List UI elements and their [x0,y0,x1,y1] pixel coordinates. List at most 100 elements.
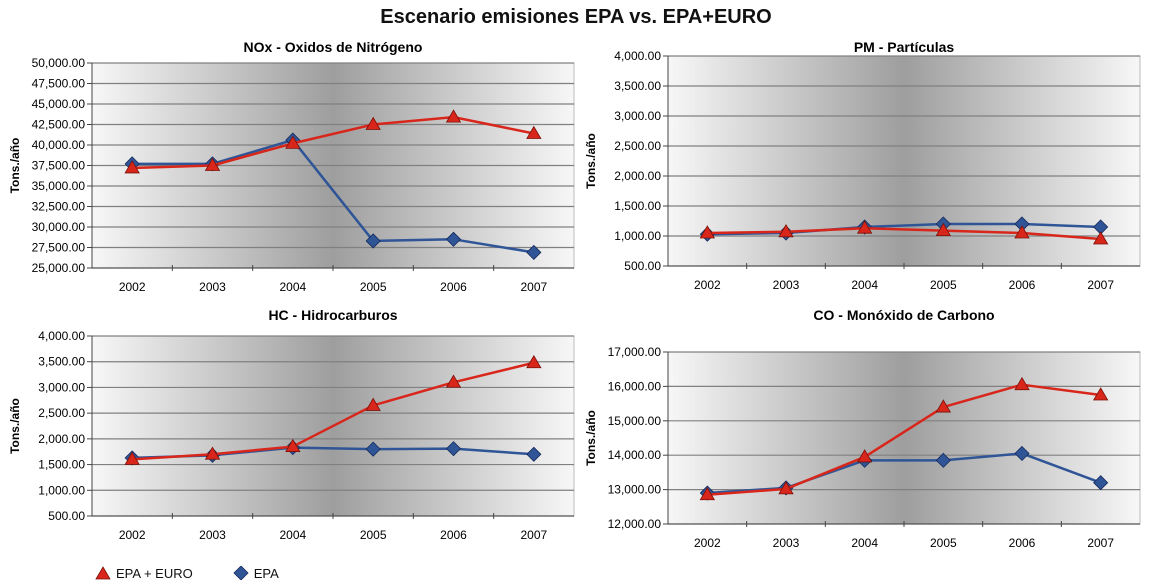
data-point-epa-euro [365,116,381,130]
y-tick-label: 16,000.00 [608,379,662,393]
x-tick-label: 2003 [773,278,800,292]
main-title: Escenario emisiones EPA vs. EPA+EURO [380,6,772,28]
data-point-epa-euro [699,225,716,239]
data-point-epa-euro [699,486,716,501]
data-point-epa [1014,445,1030,462]
data-point-epa-euro [1014,225,1030,239]
data-point-epa-euro [1092,231,1109,245]
y-tick-label: 3,500.00 [614,79,661,93]
y-tick-label: 12,000.00 [608,517,662,531]
data-point-epa-euro [204,446,221,460]
y-axis-label: Tons./año [584,410,598,466]
y-tick-label: 3,000.00 [614,109,661,123]
x-tick-label: 2007 [1087,278,1114,292]
chart-nox: 25,000.00 27,500.00 30,000.00 32,500.00 35,0… [0,36,576,298]
red-triangle-marker-icon [95,566,111,580]
x-tick-label: 2003 [199,280,226,294]
series-line-epa [132,138,535,254]
x-tick-label: 2002 [694,536,721,550]
plot-area [667,351,1141,525]
data-point-epa-euro [526,125,542,139]
data-point-epa-euro [778,481,794,495]
x-tick-label: 2005 [360,280,387,294]
x-tick-label: 2005 [360,528,387,542]
data-point-epa-euro [1014,376,1030,391]
y-axis-label: Tons./año [584,133,598,189]
x-tick-label: 2006 [1009,536,1036,550]
data-point-epa [1093,475,1109,491]
y-axis-label: Tons./año [8,398,22,454]
series-line-epa-euro [132,115,535,170]
x-tick-label: 2003 [773,536,800,550]
data-point-epa-euro [935,399,952,413]
y-tick-label: 50,000.00 [32,56,86,70]
x-tick-label: 2002 [694,278,721,292]
data-point-epa-euro [365,397,381,411]
data-point-epa-euro [445,109,462,123]
series-line-epa-euro [707,383,1101,497]
y-axis-label: Tons./año [8,138,22,194]
data-point-epa [445,441,462,457]
x-tick-label: 2006 [1009,278,1036,292]
y-tick-label: 4,000.00 [614,49,661,63]
x-tick-label: 2007 [520,280,547,294]
x-tick-label: 2007 [1087,536,1114,550]
x-tick-label: 2005 [930,536,957,550]
y-tick-label: 27,500.00 [32,241,86,255]
data-point-epa [365,233,381,249]
y-tick-label: 2,500.00 [38,406,85,420]
data-point-epa-euro [778,224,794,238]
x-tick-label: 2004 [279,528,306,542]
x-tick-label: 2002 [119,528,146,542]
y-tick-label: 15,000.00 [608,414,662,428]
legend-item-epa: EPA [233,566,279,581]
y-tick-label: 47,500.00 [32,77,86,91]
x-tick-label: 2002 [119,280,146,294]
y-tick-label: 37,500.00 [32,159,86,173]
x-tick-label: 2003 [199,528,226,542]
y-tick-label: 40,000.00 [32,138,86,152]
chart-title: NOx - Oxidos de Nitrógeno [244,39,423,55]
y-tick-label: 2,500.00 [614,139,661,153]
x-tick-label: 2004 [279,280,306,294]
data-point-epa-euro [856,220,873,234]
y-tick-label: 42,500.00 [32,118,86,132]
data-point-epa-euro [445,374,462,388]
chart-title: PM - Partículas [854,39,955,55]
blue-diamond-marker-icon [233,566,249,580]
y-tick-label: 1,000.00 [38,483,85,497]
data-point-epa [935,452,951,468]
legend-item-epa-euro: EPA + EURO [95,566,193,581]
y-tick-label: 14,000.00 [608,448,662,462]
data-point-epa-euro [285,135,301,149]
y-tick-label: 3,000.00 [38,380,85,394]
y-tick-label: 1,000.00 [614,229,661,243]
x-tick-label: 2004 [851,278,878,292]
data-point-epa-euro [935,222,952,237]
x-tick-label: 2005 [930,278,957,292]
data-point-epa-euro [526,354,542,369]
legend-label-epa-euro: EPA + EURO [116,565,193,581]
y-tick-label: 30,000.00 [32,220,86,234]
y-tick-label: 35,000.00 [32,179,86,193]
x-tick-label: 2007 [520,528,547,542]
chart-title: HC - Hidrocarburos [268,307,397,323]
y-tick-label: 500.00 [48,509,85,523]
data-point-epa [526,446,542,462]
series-line-epa-euro [707,226,1101,241]
y-tick-label: 1,500.00 [38,458,85,472]
y-tick-label: 13,000.00 [608,483,662,497]
y-tick-label: 17,000.00 [608,345,662,359]
chart-co: 12,000.00 13,000.00 14,000.00 15,000.00 16,0… [576,304,1152,556]
y-tick-label: 25,000.00 [32,261,86,275]
data-point-epa-euro [856,449,873,463]
legend-label-epa: EPA [253,565,279,581]
legend: EPA + EURO EPA [95,563,319,583]
data-point-epa-euro [285,438,301,452]
x-tick-label: 2006 [440,280,467,294]
data-point-epa [445,231,462,247]
y-tick-label: 1,500.00 [614,199,661,213]
y-tick-label: 2,000.00 [614,169,661,183]
y-tick-label: 3,500.00 [38,355,85,369]
y-tick-label: 2,000.00 [38,432,85,446]
